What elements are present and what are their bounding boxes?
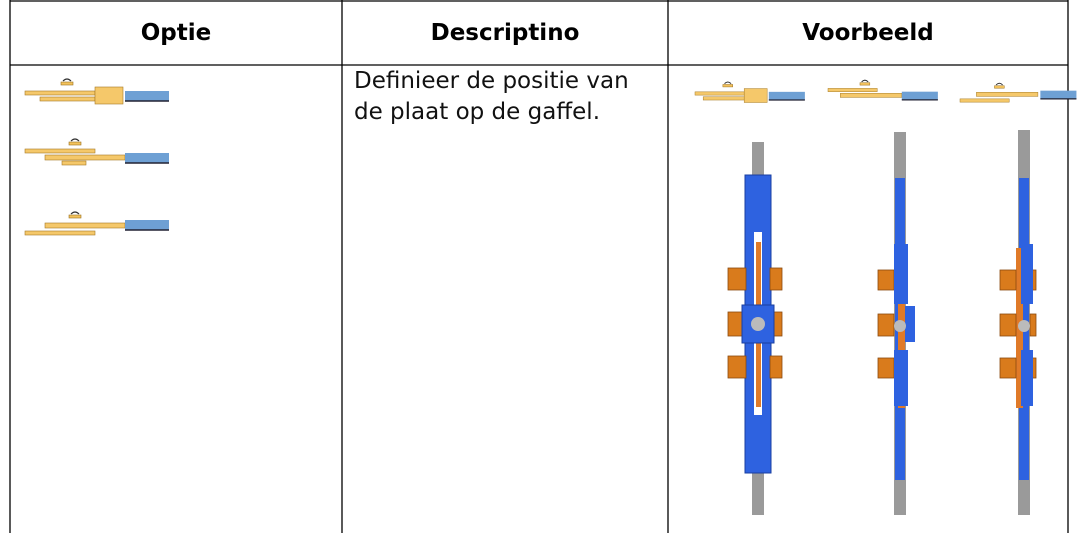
example-icon <box>959 82 1078 103</box>
example-assembly <box>727 142 783 515</box>
option-icon <box>24 211 170 236</box>
column-header: Optie <box>140 20 212 46</box>
option-icon <box>24 138 170 166</box>
option-icon <box>24 78 170 105</box>
description-text: Definieer de positie van de plaat op de … <box>354 68 629 125</box>
example-assembly <box>877 132 915 515</box>
column-header: Voorbeeld <box>802 20 934 46</box>
column-header: Descriptino <box>430 20 580 46</box>
example-icon <box>827 79 939 101</box>
example-assembly <box>999 130 1037 515</box>
example-icon <box>694 81 806 103</box>
